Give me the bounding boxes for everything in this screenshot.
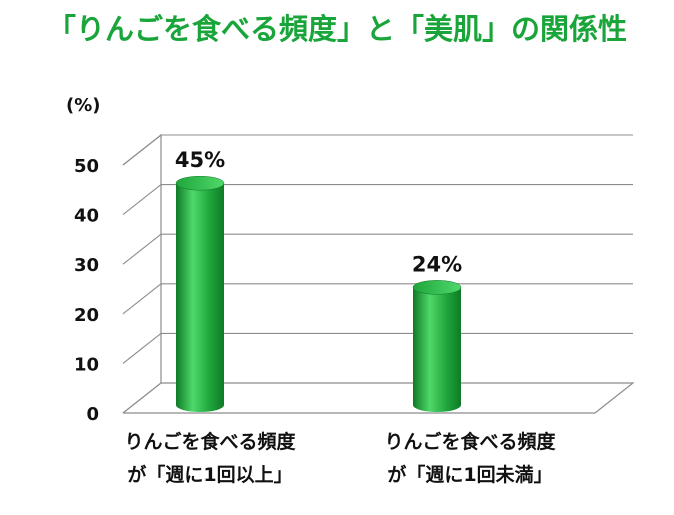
bar: [176, 183, 224, 412]
y-tick-label: 50: [74, 156, 99, 177]
gridline-side: [122, 233, 162, 265]
bar-top: [412, 280, 462, 295]
y-tick-label: 0: [86, 404, 99, 425]
x-category-label: が「週に1回未満」: [387, 463, 552, 486]
gridline-side: [122, 382, 162, 414]
bar-top: [175, 175, 225, 191]
gridline-side: [122, 283, 162, 315]
chart-side-wall: [122, 133, 162, 414]
gridline-side: [122, 332, 162, 364]
chart-floor: [123, 382, 635, 414]
gridline-side: [122, 184, 162, 216]
y-tick-label: 10: [74, 354, 99, 375]
y-tick-label: 30: [74, 255, 99, 276]
chart-title: 「りんごを食べる頻度」と「美肌」の関係性: [46, 12, 627, 46]
y-tick-label: 20: [74, 305, 99, 326]
gridline-side: [122, 134, 162, 166]
x-category-label: りんごを食べる頻度: [124, 430, 296, 453]
data-label: 45%: [175, 148, 225, 172]
y-unit-label: (%): [66, 95, 101, 116]
bar: [413, 287, 461, 412]
x-category-label: りんごを食べる頻度: [384, 430, 556, 453]
y-tick-label: 40: [74, 206, 99, 227]
data-label: 24%: [412, 252, 462, 276]
x-category-label: が「週に1回以上」: [127, 463, 292, 486]
